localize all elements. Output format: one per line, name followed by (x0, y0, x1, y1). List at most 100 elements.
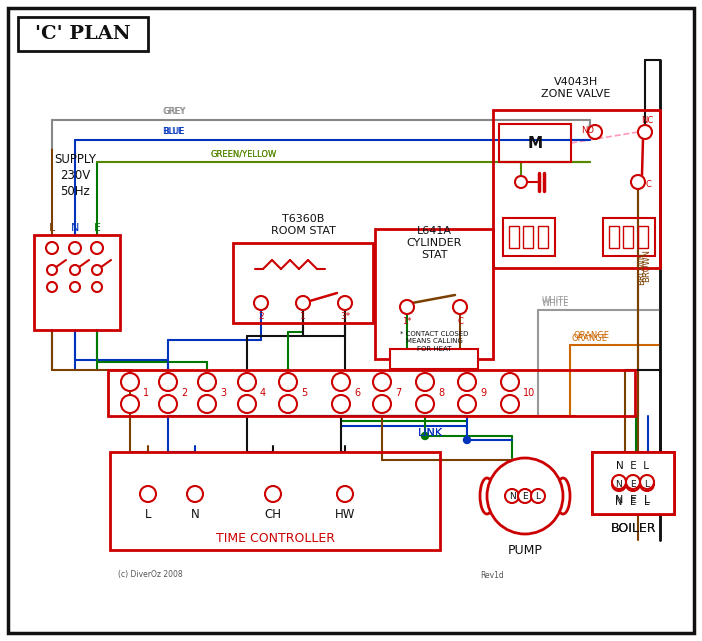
Circle shape (373, 373, 391, 391)
Circle shape (332, 373, 350, 391)
Circle shape (121, 373, 139, 391)
Text: L: L (644, 495, 650, 505)
Bar (509, 226, 519, 248)
Text: N: N (71, 223, 79, 233)
Circle shape (421, 433, 428, 440)
Circle shape (631, 175, 645, 189)
Bar (390, 349, 478, 369)
Text: 'C' PLAN: 'C' PLAN (35, 25, 131, 43)
Text: 1*: 1* (402, 317, 412, 326)
Text: GREY: GREY (162, 107, 185, 116)
Text: GREEN/YELLOW: GREEN/YELLOW (210, 149, 277, 158)
Circle shape (518, 489, 532, 503)
Text: TIME CONTROLLER: TIME CONTROLLER (216, 531, 334, 544)
Text: L: L (536, 492, 541, 501)
Bar (493, 110, 660, 268)
Text: C: C (645, 179, 651, 188)
Circle shape (640, 475, 654, 489)
Circle shape (487, 458, 563, 534)
Text: BLUE: BLUE (162, 127, 183, 136)
Text: E: E (93, 223, 100, 233)
Circle shape (46, 242, 58, 254)
Circle shape (416, 395, 434, 413)
Circle shape (612, 477, 626, 491)
Circle shape (279, 395, 297, 413)
Text: HW: HW (335, 508, 355, 520)
Bar (609, 226, 619, 248)
Text: 2: 2 (258, 312, 264, 320)
Text: BLUE: BLUE (163, 127, 185, 136)
Circle shape (588, 125, 602, 139)
Bar (233, 243, 373, 323)
Text: E: E (630, 497, 636, 507)
Text: 4: 4 (260, 388, 266, 398)
Circle shape (501, 373, 519, 391)
Ellipse shape (556, 478, 570, 514)
Text: WHITE: WHITE (542, 299, 569, 308)
Bar (375, 229, 493, 359)
Circle shape (373, 395, 391, 413)
Text: N: N (191, 508, 199, 520)
Bar (110, 452, 440, 550)
Bar (592, 452, 674, 514)
Bar (523, 226, 533, 248)
Text: NO: NO (581, 126, 594, 135)
Circle shape (338, 296, 352, 310)
Text: * CONTACT CLOSED
MEANS CALLING
FOR HEAT: * CONTACT CLOSED MEANS CALLING FOR HEAT (400, 331, 468, 351)
Circle shape (626, 477, 640, 491)
Text: E: E (630, 495, 637, 505)
Circle shape (501, 395, 519, 413)
Bar (18, 17, 148, 51)
Text: 3: 3 (220, 388, 226, 398)
Text: 6: 6 (354, 388, 360, 398)
Text: L: L (145, 508, 151, 520)
Text: L641A
CYLINDER
STAT: L641A CYLINDER STAT (406, 226, 462, 260)
Text: N: N (616, 479, 623, 488)
Text: BROWN: BROWN (642, 249, 651, 281)
Text: ORANGE: ORANGE (573, 331, 609, 340)
Text: WHITE: WHITE (542, 296, 569, 305)
Circle shape (91, 242, 103, 254)
Text: 2: 2 (181, 388, 187, 398)
Text: L: L (644, 497, 650, 507)
Text: (c) DiverOz 2008: (c) DiverOz 2008 (118, 570, 183, 579)
Bar (34, 235, 120, 330)
Text: 5: 5 (301, 388, 307, 398)
Bar (603, 218, 655, 256)
Text: Rev1d: Rev1d (480, 570, 504, 579)
Circle shape (458, 395, 476, 413)
Text: CH: CH (265, 508, 282, 520)
Circle shape (92, 282, 102, 292)
Text: GREY: GREY (163, 107, 185, 116)
Text: N  E  L: N E L (616, 461, 649, 471)
Circle shape (198, 395, 216, 413)
Circle shape (121, 395, 139, 413)
Text: N: N (615, 495, 623, 505)
Circle shape (400, 300, 414, 314)
Circle shape (159, 373, 177, 391)
Circle shape (238, 373, 256, 391)
Text: NC: NC (641, 115, 653, 124)
Circle shape (238, 395, 256, 413)
Text: BOILER: BOILER (610, 522, 656, 535)
Circle shape (458, 373, 476, 391)
Text: ORANGE: ORANGE (572, 334, 608, 343)
Bar (108, 370, 635, 416)
Circle shape (140, 486, 156, 502)
Bar (538, 226, 548, 248)
Circle shape (453, 300, 467, 314)
Circle shape (505, 489, 519, 503)
Text: 3*: 3* (340, 312, 350, 320)
Text: E: E (522, 492, 528, 501)
Circle shape (70, 282, 80, 292)
Text: 8: 8 (438, 388, 444, 398)
Text: E: E (630, 479, 636, 488)
Text: 10: 10 (523, 388, 535, 398)
Bar (638, 226, 648, 248)
Text: 1: 1 (143, 388, 149, 398)
Text: N: N (509, 492, 515, 501)
Text: 9: 9 (480, 388, 486, 398)
Text: T6360B
ROOM STAT: T6360B ROOM STAT (270, 214, 336, 236)
Ellipse shape (480, 478, 494, 514)
Bar (503, 218, 555, 256)
